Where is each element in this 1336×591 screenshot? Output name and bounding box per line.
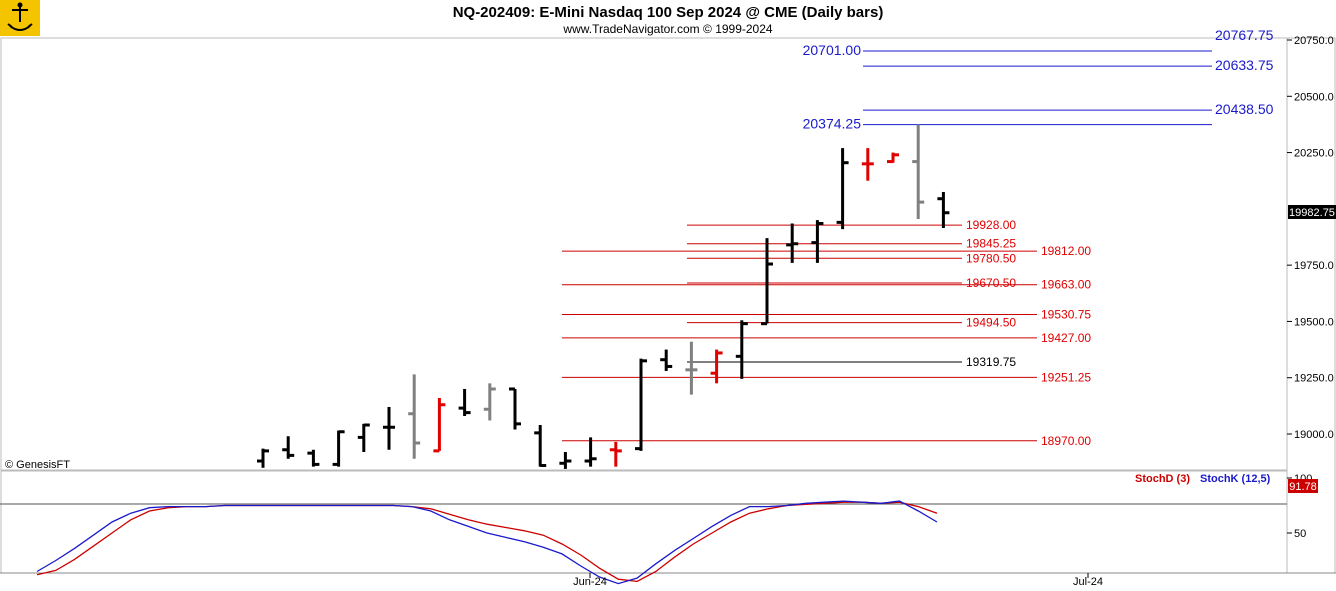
level-label: 20701.00 [803, 42, 862, 58]
legend-stochd: StochD (3) [1135, 473, 1190, 485]
price-tick-label: 19750.0 [1294, 260, 1334, 272]
trade-navigator-logo[interactable] [0, 0, 40, 36]
legend-stochk: StochK (12,5) [1200, 473, 1271, 485]
level-label: 19812.00 [1041, 244, 1091, 258]
stoch-tick-label-50: 50 [1294, 528, 1306, 540]
last-price-label: 19982.75 [1289, 207, 1335, 219]
price-tick-label: 19250.0 [1294, 373, 1334, 385]
price-tick-label: 20750.0 [1294, 35, 1334, 47]
chart-title: NQ-202409: E-Mini Nasdaq 100 Sep 2024 @ … [453, 4, 884, 21]
level-label: 19845.25 [966, 237, 1016, 251]
level-label: 19670.50 [966, 276, 1016, 290]
level-label: 19494.50 [966, 316, 1016, 330]
stoch-value-label: 91.78 [1289, 481, 1317, 493]
x-label-jun: Jun-24 [573, 576, 607, 588]
level-label: 19427.00 [1041, 331, 1091, 345]
level-label: 20374.25 [803, 116, 862, 132]
price-panel[interactable] [1, 38, 1287, 470]
level-label: 19663.00 [1041, 278, 1091, 292]
level-label: 19928.00 [966, 218, 1016, 232]
price-tick-label: 20500.0 [1294, 91, 1334, 103]
level-label: 20633.75 [1215, 57, 1274, 73]
genesis-copyright: © GenesisFT [5, 459, 70, 471]
level-label: 20438.50 [1215, 101, 1274, 117]
level-label: 19530.75 [1041, 308, 1091, 322]
level-label: 19780.50 [966, 251, 1016, 265]
chart-subtitle: www.TradeNavigator.com © 1999-2024 [562, 22, 772, 36]
price-tick-label: 20250.0 [1294, 148, 1334, 160]
level-label: 19319.75 [966, 355, 1016, 369]
stochastic-panel[interactable] [1, 471, 1287, 573]
level-label: 19251.25 [1041, 370, 1091, 384]
level-label: 18970.00 [1041, 434, 1091, 448]
x-label-jul: Jul-24 [1073, 576, 1103, 588]
price-tick-label: 19000.0 [1294, 429, 1334, 441]
level-label: 20767.75 [1215, 27, 1274, 43]
price-tick-label: 19500.0 [1294, 316, 1334, 328]
